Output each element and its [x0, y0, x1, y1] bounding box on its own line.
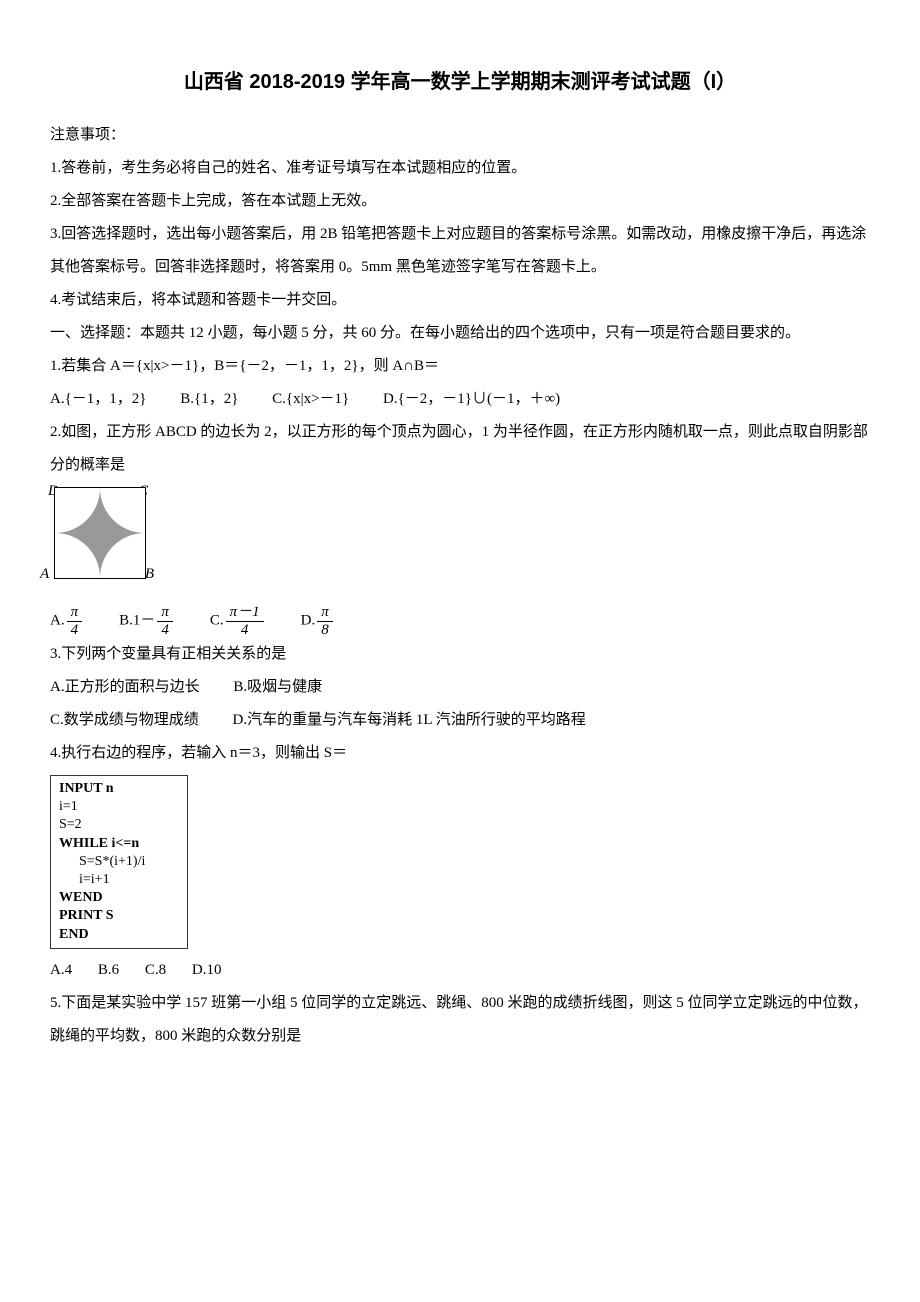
section-heading: 一、选择题：本题共 12 小题，每小题 5 分，共 60 分。在每小题给出的四个… — [50, 317, 870, 350]
code-line-3: S=2 — [59, 816, 179, 834]
q1-option-d: D.{－2，－1}∪(－1，＋∞) — [383, 391, 560, 407]
label-B: B — [145, 558, 154, 591]
code-line-8: PRINT S — [59, 907, 179, 925]
notice-4: 4.考试结束后，将本试题和答题卡一并交回。 — [50, 284, 870, 317]
question-4: 4.执行右边的程序，若输入 n＝3，则输出 S＝ — [50, 737, 870, 770]
q1-option-b: B.{1，2} — [180, 391, 238, 407]
q2-option-a: A.π4 — [50, 604, 84, 638]
notice-1: 1.答卷前，考生务必将自己的姓名、准考证号填写在本试题相应的位置。 — [50, 152, 870, 185]
code-line-9: END — [59, 926, 179, 944]
q3-option-d: D.汽车的重量与汽车每消耗 1L 汽油所行驶的平均路程 — [233, 712, 586, 728]
code-line-5: S=S*(i+1)/i — [59, 853, 179, 871]
question-3-options-row1: A.正方形的面积与边长 B.吸烟与健康 — [50, 671, 870, 704]
question-3-options-row2: C.数学成绩与物理成绩 D.汽车的重量与汽车每消耗 1L 汽油所行驶的平均路程 — [50, 704, 870, 737]
question-2-figure: D C A B — [50, 487, 870, 592]
q4-option-c: C.8 — [145, 962, 166, 978]
q4-option-b: B.6 — [98, 962, 119, 978]
code-line-7: WEND — [59, 889, 179, 907]
square-diagram — [54, 487, 146, 579]
question-5: 5.下面是某实验中学 157 班第一小组 5 位同学的立定跳远、跳绳、800 米… — [50, 987, 870, 1053]
q3-option-b: B.吸烟与健康 — [233, 679, 322, 695]
q1-option-a: A.{－1，1，2} — [50, 391, 146, 407]
question-4-options: A.4 B.6 C.8 D.10 — [50, 954, 870, 987]
q2-option-b: B.1－π4 — [119, 604, 175, 638]
question-2-options: A.π4 B.1－π4 C.π－14 D.π8 — [50, 604, 870, 638]
q2-option-c: C.π－14 — [210, 604, 266, 638]
question-1-options: A.{－1，1，2} B.{1，2} C.{x|x>－1} D.{－2，－1}∪… — [50, 383, 870, 416]
label-A: A — [40, 558, 49, 591]
q4-option-d: D.10 — [192, 962, 222, 978]
question-2: 2.如图，正方形 ABCD 的边长为 2，以正方形的每个顶点为圆心，1 为半径作… — [50, 416, 870, 482]
page-title: 山西省 2018-2019 学年高一数学上学期期末测评考试试题（I） — [50, 60, 870, 104]
q3-option-a: A.正方形的面积与边长 — [50, 679, 200, 695]
code-line-6: i=i+1 — [59, 871, 179, 889]
question-1: 1.若集合 A＝{x|x>－1}，B＝{－2，－1，1，2}，则 A∩B＝ — [50, 350, 870, 383]
code-box: INPUT n i=1 S=2 WHILE i<=n S=S*(i+1)/i i… — [50, 775, 188, 949]
code-line-2: i=1 — [59, 798, 179, 816]
code-line-1: INPUT n — [59, 780, 179, 798]
q1-option-c: C.{x|x>－1} — [272, 391, 349, 407]
q2-option-d: D.π8 — [301, 604, 335, 638]
notice-3: 3.回答选择题时，选出每小题答案后，用 2B 铅笔把答题卡上对应题目的答案标号涂… — [50, 218, 870, 284]
q3-option-c: C.数学成绩与物理成绩 — [50, 712, 199, 728]
question-3: 3.下列两个变量具有正相关关系的是 — [50, 638, 870, 671]
notice-2: 2.全部答案在答题卡上完成，答在本试题上无效。 — [50, 185, 870, 218]
code-line-4: WHILE i<=n — [59, 835, 179, 853]
notice-header: 注意事项： — [50, 119, 870, 152]
q4-option-a: A.4 — [50, 962, 72, 978]
